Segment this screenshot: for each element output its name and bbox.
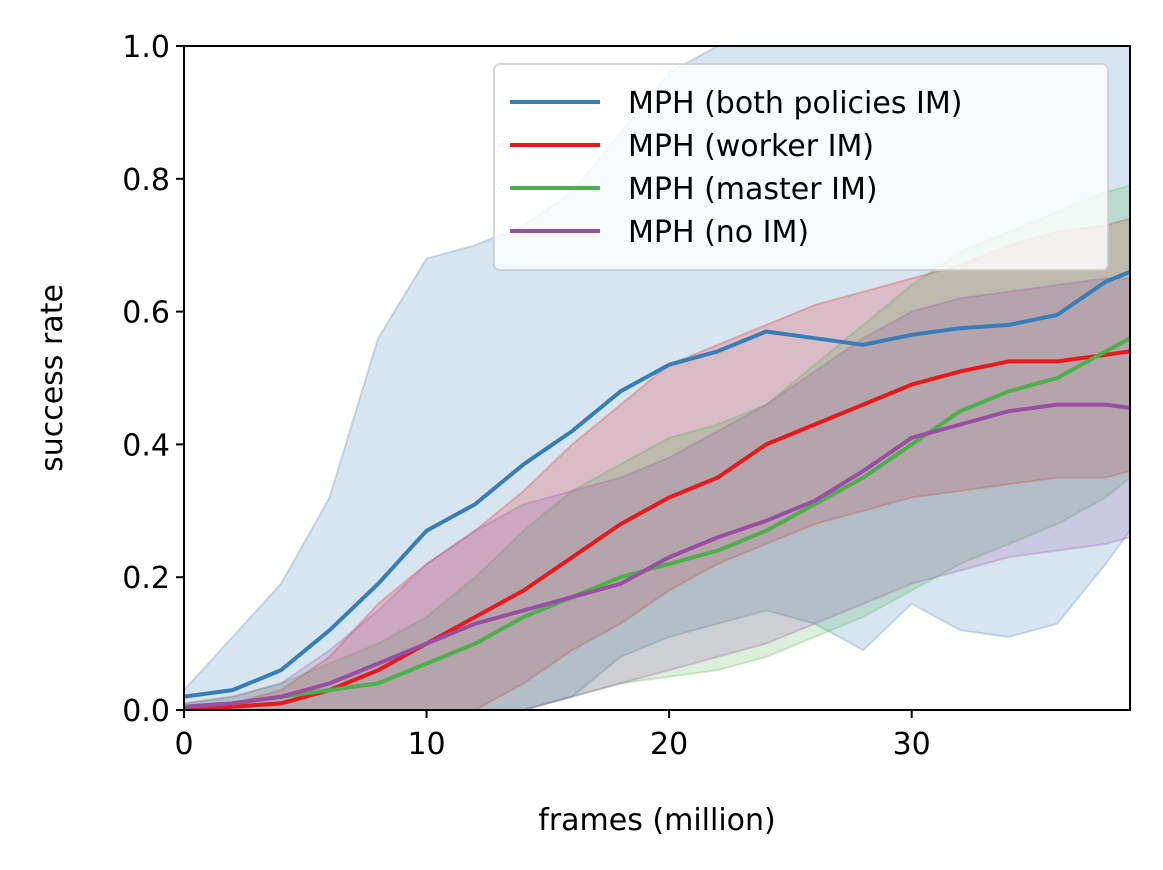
y-axis-ticks: 0.0 0.2 0.4 0.6 0.8 1.0 [122,30,184,729]
legend-box [493,63,1109,271]
y-tick-label: 0.6 [122,296,170,331]
x-tick-label: 30 [893,727,931,762]
series-line [184,402,1130,709]
y-tick-label: 0.0 [122,694,170,729]
legend-label: MPH (both policies IM) [628,86,962,121]
plot-frame [183,45,1131,711]
series-lines [184,269,1130,710]
legend: MPH (both policies IM) MPH (worker IM) MPH… [493,63,1109,271]
confidence-band [184,217,1130,710]
series-line [184,336,1130,709]
x-axis-ticks: 0 10 20 30 [174,710,931,762]
y-tick-label: 0.4 [122,428,170,463]
x-axis-label: frames (million) [538,803,775,838]
series-line [184,349,1130,710]
legend-label: MPH (worker IM) [628,129,874,164]
series-line [184,269,1130,699]
confidence-band [184,277,1130,710]
y-axis-label: success rate [35,284,70,472]
legend-label: MPH (no IM) [628,215,809,250]
legend-label: MPH (master IM) [628,172,878,207]
confidence-band [184,184,1130,710]
y-tick-label: 0.8 [122,163,170,198]
x-tick-label: 0 [174,727,193,762]
x-tick-label: 20 [650,727,688,762]
y-tick-label: 1.0 [122,30,170,65]
y-tick-label: 0.2 [122,561,170,596]
x-tick-label: 10 [407,727,445,762]
